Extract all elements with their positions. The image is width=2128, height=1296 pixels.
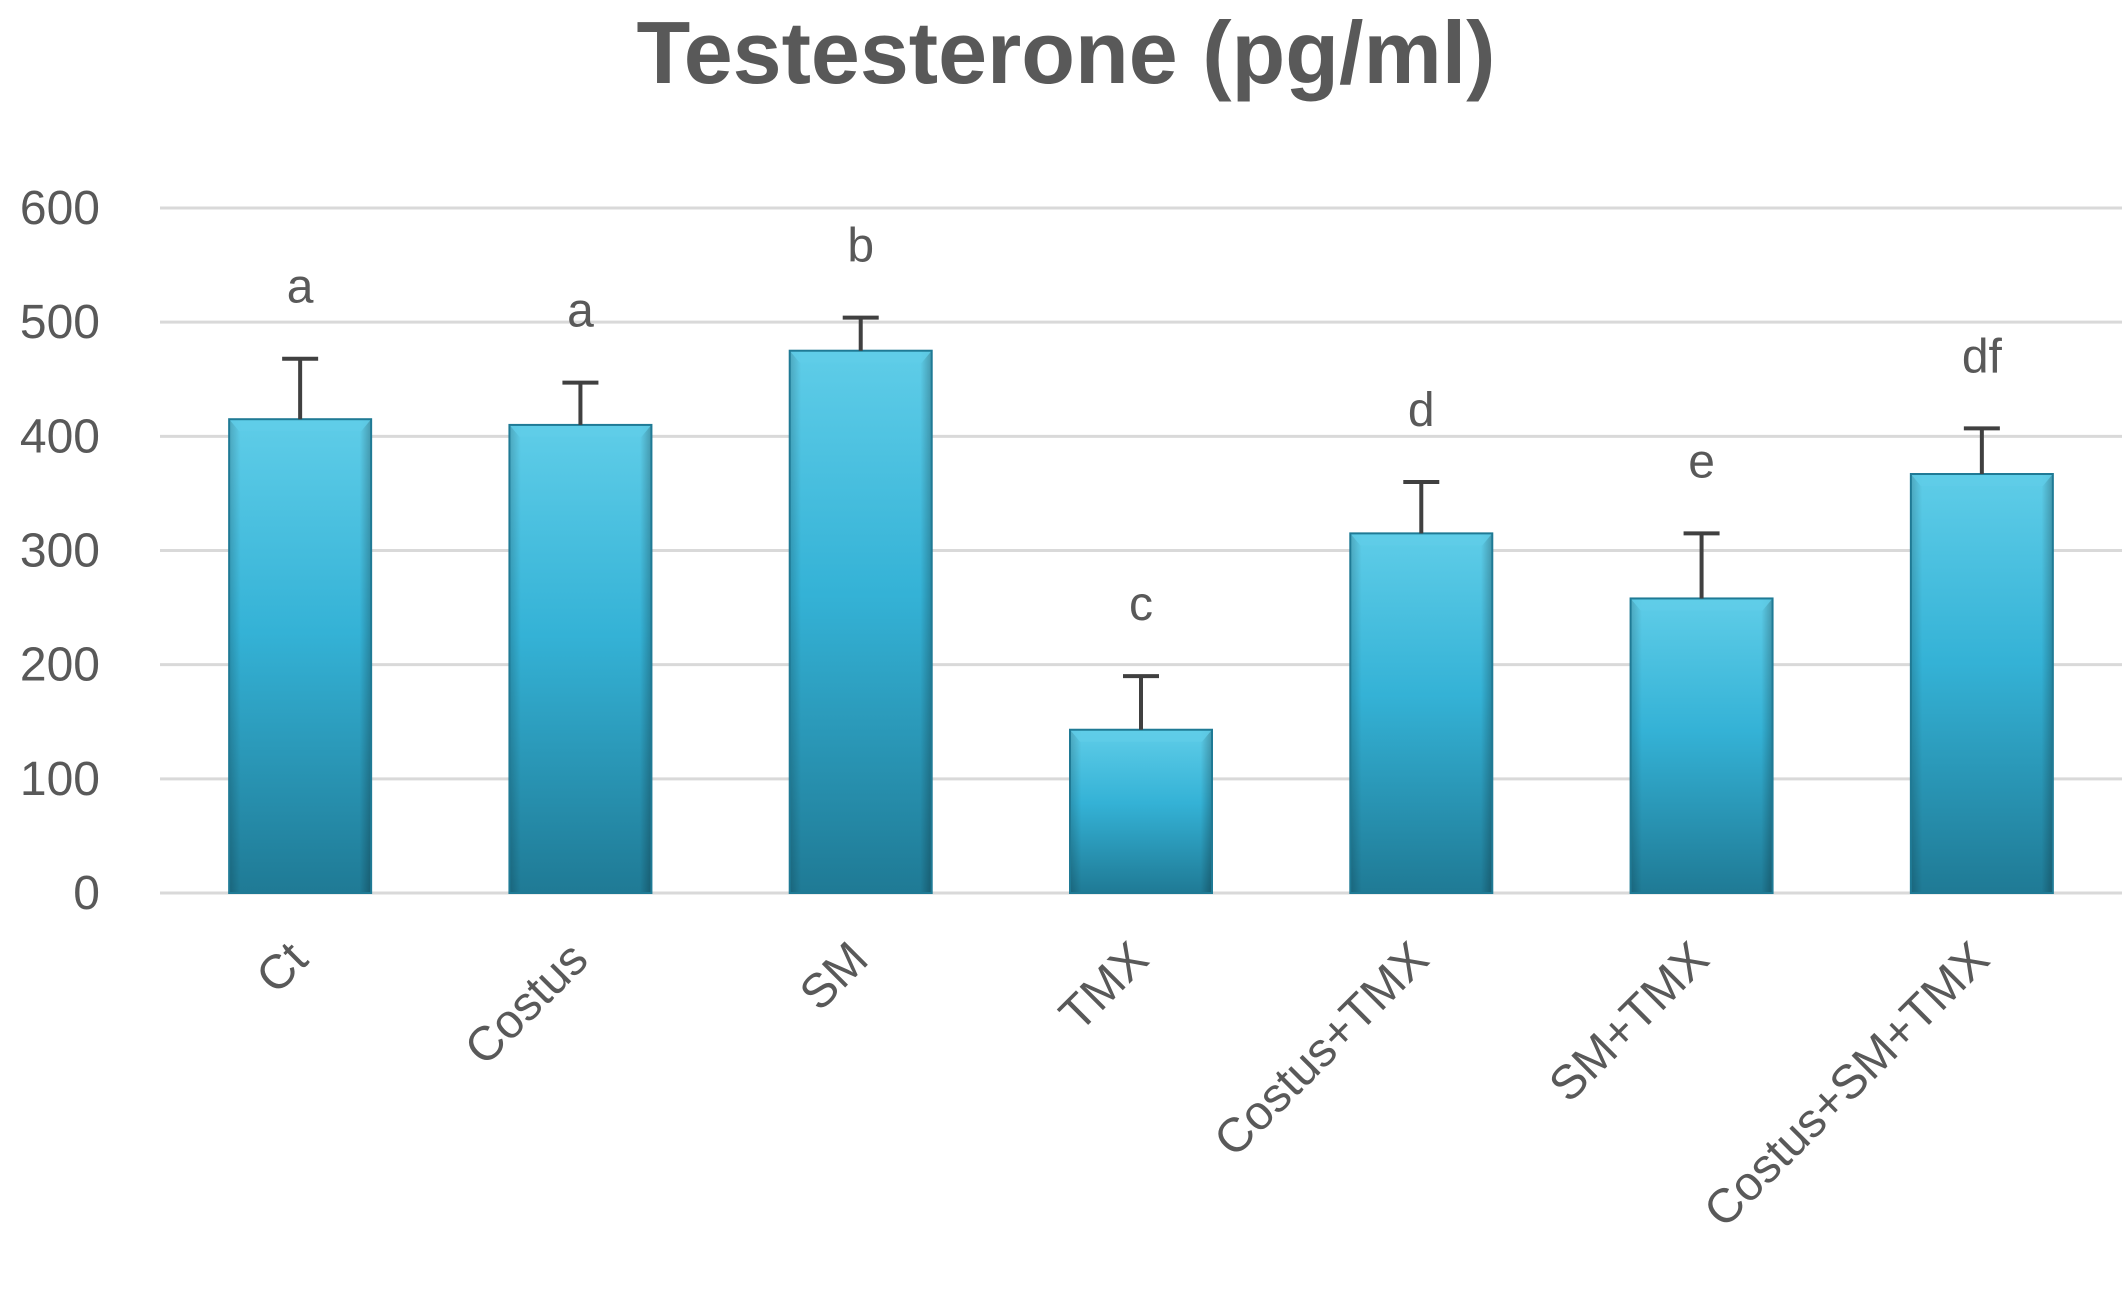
- x-tick-label: Costus+TMX: [1204, 932, 1439, 1167]
- y-axis-tick-labels: 0 100 200 300 400 500 600: [20, 182, 100, 920]
- error-bar: [842, 315, 879, 351]
- significance-label: c: [1129, 578, 1153, 631]
- error-bars: [282, 315, 2000, 730]
- bar: [788, 349, 933, 895]
- bar: [508, 423, 653, 894]
- chart-title: Testesterone (pg/ml): [637, 3, 1496, 102]
- significance-label: df: [1962, 330, 2003, 383]
- error-bar: [282, 356, 319, 420]
- bar: [1629, 597, 1774, 894]
- error-bar: [562, 380, 599, 425]
- bars: [228, 349, 2054, 895]
- significance-label: d: [1408, 384, 1435, 437]
- significance-label: a: [287, 261, 314, 314]
- x-tick-label: SM: [790, 932, 878, 1020]
- gridlines: [160, 206, 2122, 895]
- y-tick-label: 200: [20, 639, 100, 692]
- y-tick-label: 0: [73, 867, 100, 920]
- bar: [1909, 473, 2054, 894]
- x-tick-label: Costus+SM+TMX: [1694, 932, 1999, 1237]
- x-axis-category-labels: Ct Costus SM TMX Costus+TMX SM+TMXCostus+SM+T…: [247, 932, 2000, 1237]
- bar: [1349, 532, 1494, 894]
- x-tick-label: Costus: [455, 932, 598, 1075]
- y-tick-label: 100: [20, 753, 100, 806]
- x-tick-label: TMX: [1050, 932, 1159, 1041]
- y-tick-label: 300: [20, 525, 100, 578]
- error-bar: [1683, 531, 1720, 599]
- bar: [228, 418, 373, 894]
- error-bar: [1123, 674, 1159, 730]
- significance-labels: a a b c d e df: [287, 220, 2003, 631]
- significance-label: e: [1688, 435, 1715, 488]
- x-tick-label: SM+TMX: [1539, 932, 1719, 1112]
- x-tick-label: Ct: [247, 932, 318, 1003]
- y-tick-label: 400: [20, 410, 100, 463]
- bar: [1069, 728, 1213, 894]
- error-bar: [1403, 480, 1440, 534]
- significance-label: b: [847, 220, 874, 273]
- y-tick-label: 500: [20, 296, 100, 349]
- y-tick-label: 600: [20, 182, 100, 235]
- error-bar: [1963, 426, 2000, 475]
- significance-label: a: [567, 285, 594, 338]
